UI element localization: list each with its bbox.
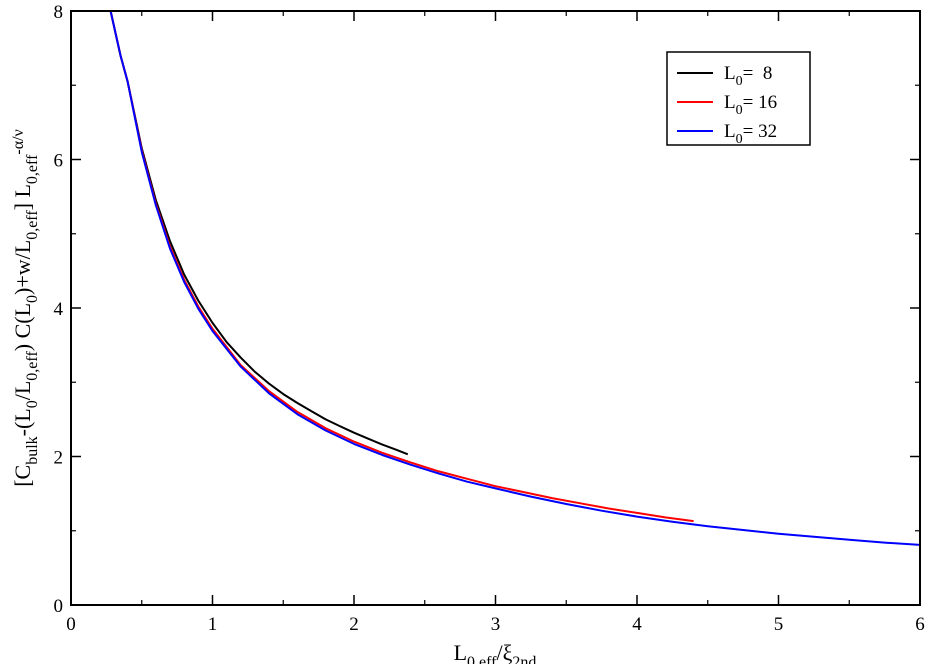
legend-label: L0= 8 — [724, 63, 772, 89]
x-tick-label: 6 — [915, 614, 925, 635]
y-tick-label: 6 — [54, 151, 64, 172]
legend-item-2: L0= 32 — [677, 121, 777, 147]
series-layer — [109, 10, 921, 546]
ticks-layer: 0 1 2 3 4 5 6 0 2 4 6 8 — [54, 2, 925, 635]
y-tick-label: 4 — [54, 299, 64, 320]
legend-box — [666, 51, 811, 146]
series-line-0 — [109, 10, 409, 456]
legend-items: L0= 8 L0= 16 L0= 32 — [677, 63, 777, 147]
series-line-1 — [109, 10, 694, 523]
legend-item-0: L0= 8 — [677, 63, 772, 89]
legend-label: L0= 16 — [724, 92, 777, 118]
legend: L0= 8 L0= 16 L0= 32 — [666, 51, 811, 147]
x-tick-label: 3 — [491, 614, 501, 635]
x-tick-label: 0 — [66, 614, 76, 635]
x-tick-label: 2 — [349, 614, 359, 635]
x-tick-label: 5 — [774, 614, 784, 635]
x-tick-label: 1 — [208, 614, 218, 635]
x-tick-label: 4 — [632, 614, 642, 635]
svg-text:L0,eff/ξ2nd: L0,eff/ξ2nd — [454, 640, 537, 664]
y-tick-label: 0 — [54, 596, 64, 617]
x-axis-label: L0,eff/ξ2nd — [454, 640, 537, 664]
y-axis-label: [Cbulk-(L0/L0,eff) C(L0)+w/L0,eff] L0,ef… — [10, 129, 41, 487]
plot-area: 0 1 2 3 4 5 6 0 2 4 6 8 — [54, 2, 925, 635]
legend-label: L0= 32 — [724, 121, 777, 147]
y-tick-label: 8 — [54, 2, 64, 23]
series-line-2 — [109, 10, 921, 546]
svg-text:[Cbulk-(L0/L0,eff) C(L0)+w/L0,: [Cbulk-(L0/L0,eff) C(L0)+w/L0,eff] L0,ef… — [10, 129, 41, 487]
y-tick-label: 2 — [54, 448, 64, 469]
legend-item-1: L0= 16 — [677, 92, 777, 118]
